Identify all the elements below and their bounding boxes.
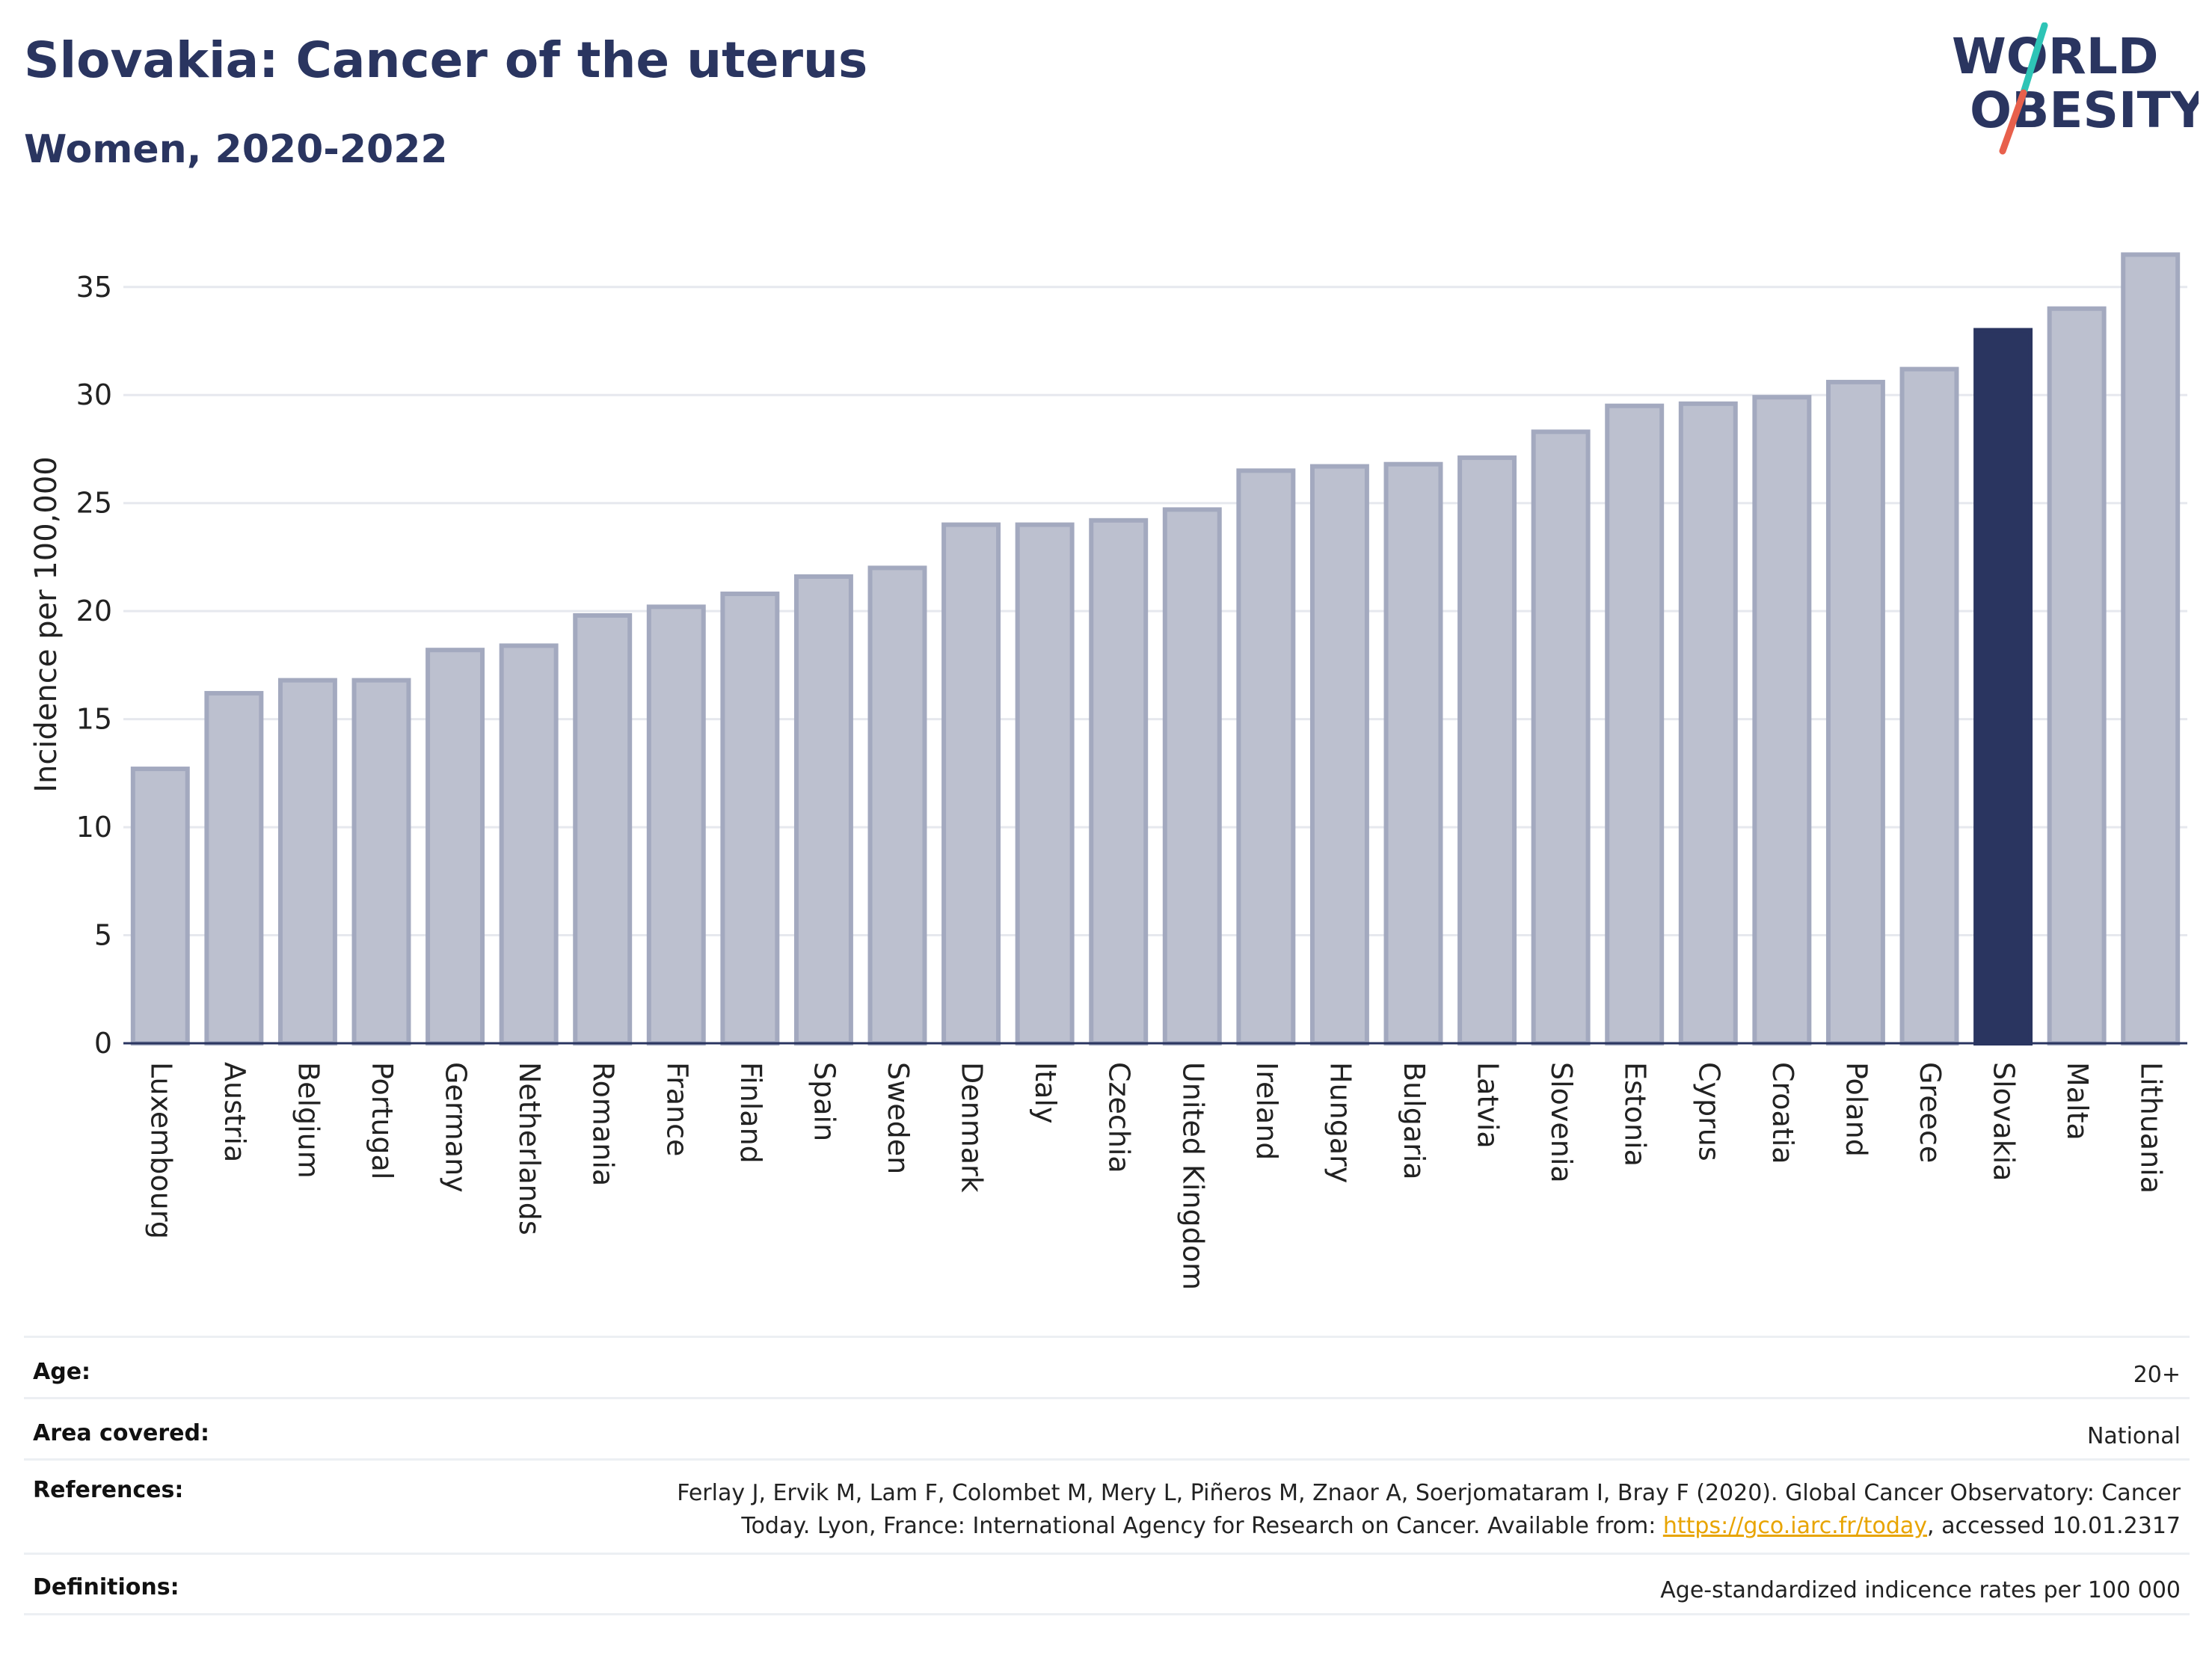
bar-croatia	[1752, 395, 1812, 1045]
x-tick-label: Slovenia	[1545, 1062, 1578, 1183]
reference-line-2-suffix: , accessed 10.01.2317	[1927, 1513, 2181, 1539]
y-tick-label: 30	[76, 378, 112, 411]
x-tick-label: Lithuania	[2135, 1062, 2168, 1194]
y-tick-label: 10	[76, 811, 112, 844]
bar-finland	[720, 592, 780, 1045]
x-tick-label: Poland	[1840, 1062, 1872, 1157]
logo-slash-top	[2020, 22, 2048, 96]
x-tick-label: Slovakia	[1988, 1062, 2021, 1182]
meta-label-definitions: Definitions:	[33, 1574, 179, 1600]
meta-label-references: References:	[33, 1477, 184, 1503]
bar-cyprus	[1678, 401, 1738, 1045]
x-tick-label: United Kingdom	[1176, 1062, 1209, 1290]
bar-czechia	[1089, 518, 1149, 1045]
x-tick-label: Bulgaria	[1398, 1062, 1431, 1180]
x-tick-label: Hungary	[1324, 1062, 1357, 1183]
y-tick-label: 20	[76, 595, 112, 627]
y-tick-label: 0	[94, 1027, 112, 1060]
logo-slash-bottom	[1999, 89, 2027, 155]
y-axis-label: Incidence per 100,000	[29, 456, 64, 793]
x-tick-label: Denmark	[956, 1062, 989, 1193]
x-tick-label: France	[660, 1062, 693, 1156]
bar-slovakia	[1973, 328, 2033, 1045]
x-tick-label: Malta	[2061, 1062, 2094, 1140]
bar-romania	[573, 612, 633, 1045]
x-tick-label: Estonia	[1619, 1062, 1652, 1167]
bar-denmark	[941, 522, 1001, 1045]
y-tick-label: 25	[76, 487, 112, 520]
bar-belgium	[277, 678, 337, 1045]
meta-label-area: Area covered:	[33, 1420, 209, 1446]
x-tick-label: Cyprus	[1692, 1062, 1725, 1161]
chart-title: Slovakia: Cancer of the uterus	[24, 31, 868, 89]
x-tick-label: Croatia	[1766, 1062, 1799, 1164]
bar-slovenia	[1531, 429, 1591, 1045]
bar-spain	[793, 574, 853, 1045]
x-tick-label: Sweden	[882, 1062, 915, 1174]
x-tick-label: Finland	[734, 1062, 767, 1164]
y-tick-labels: 0 5 10 15 20 25 30 35	[76, 271, 112, 1060]
meta-row-age: Age: 20+	[24, 1336, 2190, 1397]
bar-poland	[1825, 379, 1885, 1046]
x-tick-label: Latvia	[1472, 1062, 1505, 1149]
x-tick-label: Belgium	[292, 1062, 325, 1179]
bar-hungary	[1309, 464, 1369, 1045]
x-tick-label: Spain	[808, 1062, 841, 1141]
y-tick-label: 15	[76, 703, 112, 736]
metadata-table: Age: 20+ Area covered: National Referenc…	[24, 1336, 2190, 1615]
bar-austria	[204, 690, 264, 1045]
x-tick-label: Luxembourg	[144, 1062, 177, 1239]
meta-value-age: 20+	[2133, 1362, 2181, 1388]
y-tick-label: 5	[94, 919, 112, 952]
bar-italy	[1015, 522, 1075, 1045]
world-obesity-logo: WORLD OBESITY	[1952, 22, 2199, 155]
x-tick-label: Czechia	[1103, 1062, 1136, 1173]
reference-line-1: Ferlay J, Ervik M, Lam F, Colombet M, Me…	[677, 1480, 2181, 1506]
reference-line-2-prefix: Today. Lyon, France: International Agenc…	[741, 1513, 1663, 1539]
bars	[130, 252, 2181, 1046]
bar-sweden	[867, 565, 927, 1045]
x-tick-label: Portugal	[366, 1062, 399, 1179]
x-tick-labels: Luxembourg Austria Belgium Portugal Germany N…	[144, 1062, 2167, 1290]
bar-latvia	[1457, 455, 1517, 1045]
x-tick-label: Germany	[440, 1062, 473, 1193]
reference-link[interactable]: https://gco.iarc.fr/today	[1662, 1513, 1928, 1539]
bar-chart: 0 5 10 15 20 25 30 35 Luxembourg Austria Belgium P…	[29, 252, 2187, 1290]
meta-value-definitions: Age-standardized indicence rates per 100…	[1660, 1577, 2181, 1603]
meta-value-area: National	[2086, 1423, 2181, 1449]
meta-label-age: Age:	[33, 1359, 91, 1385]
bar-lithuania	[2121, 252, 2181, 1046]
meta-row-references: References: Ferlay J, Ervik M, Lam F, Co…	[24, 1458, 2190, 1553]
bar-france	[646, 604, 706, 1045]
chart-subtitle: Women, 2020-2022	[24, 127, 448, 172]
logo-word-world: WORLD	[1952, 28, 2159, 85]
bar-ireland	[1236, 468, 1296, 1045]
bar-germany	[425, 648, 485, 1045]
x-tick-label: Greece	[1914, 1062, 1947, 1163]
bar-greece	[1899, 366, 1959, 1045]
bar-estonia	[1605, 403, 1665, 1045]
bar-bulgaria	[1383, 461, 1443, 1045]
meta-row-definitions: Definitions: Age-standardized indicence …	[24, 1553, 2190, 1615]
bar-portugal	[351, 678, 411, 1045]
bar-united-kingdom	[1162, 507, 1222, 1045]
y-tick-label: 35	[76, 271, 112, 304]
x-tick-label: Ireland	[1250, 1062, 1283, 1160]
x-tick-label: Romania	[587, 1062, 620, 1186]
meta-value-references: Ferlay J, Ervik M, Lam F, Colombet M, Me…	[677, 1477, 2181, 1543]
meta-row-area: Area covered: National	[24, 1397, 2190, 1458]
x-tick-label: Austria	[218, 1062, 251, 1162]
x-tick-label: Netherlands	[513, 1062, 546, 1235]
bar-netherlands	[499, 643, 559, 1045]
bar-malta	[2047, 306, 2107, 1046]
bar-luxembourg	[130, 767, 190, 1046]
x-tick-label: Italy	[1029, 1062, 1062, 1123]
